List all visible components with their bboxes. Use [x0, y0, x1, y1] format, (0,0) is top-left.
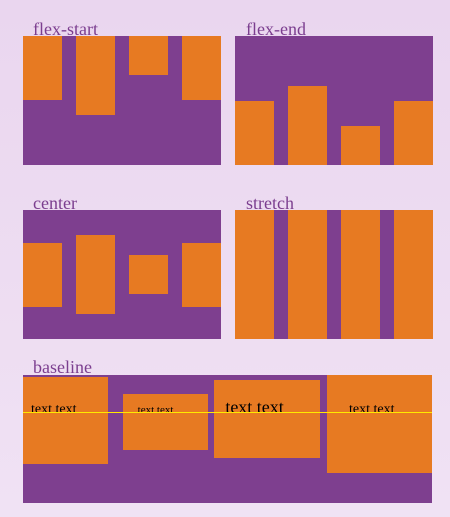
flex-start-container	[23, 36, 221, 165]
baseline-item: text text	[326, 375, 432, 473]
label-flex-start: flex-start	[33, 19, 98, 39]
flex-item	[394, 210, 433, 339]
flex-item	[288, 210, 327, 339]
baseline-item: text text	[23, 377, 108, 464]
flex-item	[76, 235, 115, 314]
flex-item	[394, 101, 433, 165]
flex-item	[76, 36, 115, 115]
baseline-container: text text text text text text text text	[23, 375, 432, 503]
stretch-container	[235, 210, 433, 339]
flex-item	[235, 101, 274, 165]
flex-item	[341, 210, 380, 339]
flex-item	[129, 36, 168, 75]
label-center: center	[33, 193, 77, 213]
flex-item	[23, 242, 62, 307]
flex-item	[182, 242, 221, 307]
flex-item	[288, 86, 327, 165]
label-flex-end: flex-end	[246, 19, 306, 39]
baseline-guide-line	[23, 412, 432, 413]
center-container	[23, 210, 221, 339]
flex-item	[23, 36, 62, 100]
baseline-item: text text	[214, 380, 321, 458]
flex-item	[182, 36, 221, 100]
baseline-item: text text	[122, 394, 208, 450]
flex-item	[129, 255, 168, 294]
flex-item	[341, 126, 380, 165]
flex-item	[235, 210, 274, 339]
flex-end-container	[235, 36, 433, 165]
label-stretch: stretch	[246, 193, 294, 213]
label-baseline: baseline	[33, 357, 92, 377]
